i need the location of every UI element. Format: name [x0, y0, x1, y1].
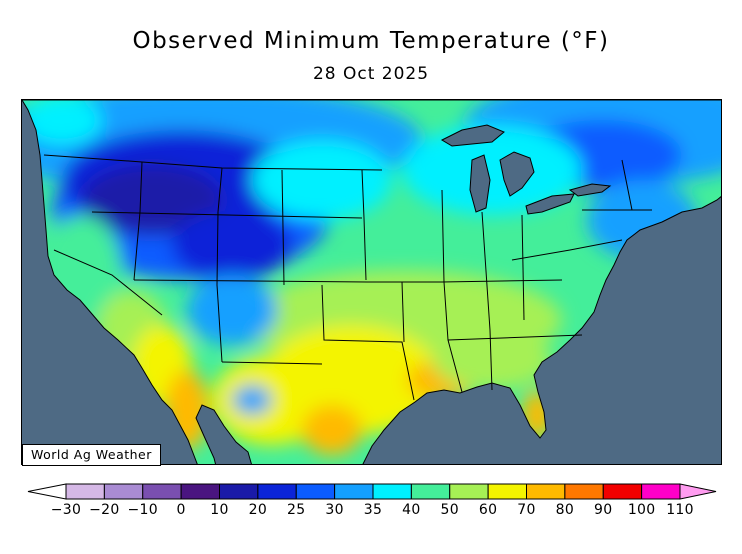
legend-tick-label: 60	[478, 502, 498, 518]
legend-tick-label: 70	[517, 502, 536, 518]
legend-bin	[257, 483, 297, 500]
legend-tick-label: 35	[363, 502, 383, 518]
legend-tick-label: 90	[594, 502, 613, 518]
legend-tick-label: 110	[666, 502, 694, 518]
legend-bin	[410, 483, 451, 500]
legend-bin	[602, 483, 643, 500]
legend-bin	[334, 483, 374, 500]
great-lakes	[440, 124, 612, 215]
legend-bin	[65, 483, 105, 500]
legend-bin	[487, 483, 527, 500]
legend-bin	[295, 483, 336, 500]
legend-tick-label: 50	[440, 502, 459, 518]
legend-bin	[103, 483, 144, 500]
map-date: 28 Oct 2025	[312, 64, 430, 84]
legend-tick-label: 40	[402, 502, 421, 518]
legend-tick-label: 30	[325, 502, 344, 518]
legend-arrow-low	[27, 483, 67, 500]
legend-tick-label: −10	[127, 502, 158, 518]
legend-tick-label: 0	[176, 502, 186, 518]
us-map-canvas	[22, 100, 721, 464]
temperature-map	[21, 99, 722, 465]
state-boundaries	[22, 100, 721, 464]
legend-tick-label: −20	[89, 502, 120, 518]
map-title: Observed Minimum Temperature (°F)	[132, 28, 610, 54]
legend-bin	[219, 483, 259, 500]
legend-tick-label: 25	[287, 502, 306, 518]
legend-arrow-high	[679, 483, 717, 500]
legend-bin	[180, 483, 220, 500]
legend-bin	[372, 483, 412, 500]
legend-bin	[526, 483, 566, 500]
legend-tick-label: 100	[627, 502, 656, 518]
legend-tick-label: 80	[555, 502, 575, 518]
color-legend	[27, 483, 717, 500]
legend-tick-label: 10	[210, 502, 229, 518]
source-credit: World Ag Weather	[22, 444, 161, 466]
legend-tick-label: −30	[50, 502, 82, 518]
legend-bin	[142, 483, 182, 500]
legend-bin	[564, 483, 604, 500]
legend-bin	[641, 483, 681, 500]
legend-bin	[449, 483, 489, 500]
legend-tick-label: 20	[248, 502, 268, 518]
